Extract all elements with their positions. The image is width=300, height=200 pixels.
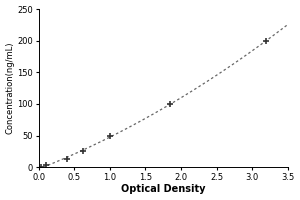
Y-axis label: Concentration(ng/mL): Concentration(ng/mL) xyxy=(6,42,15,134)
X-axis label: Optical Density: Optical Density xyxy=(121,184,206,194)
